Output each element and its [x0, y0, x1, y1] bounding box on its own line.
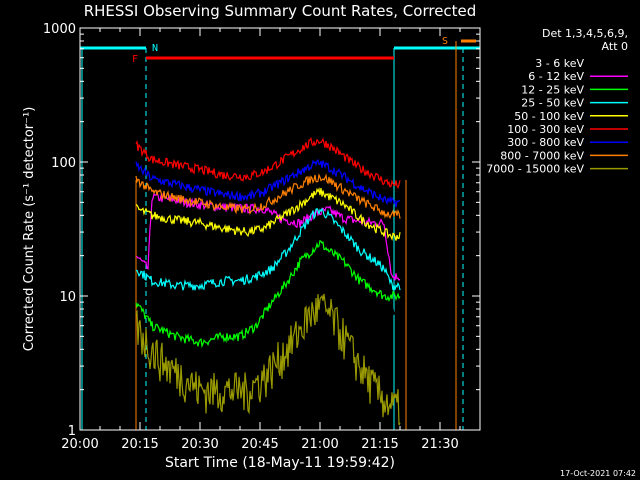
legend-label: 7000 - 15000 keV — [486, 163, 584, 176]
series-line — [135, 207, 401, 291]
x-tick-label: 20:15 — [121, 437, 158, 452]
axes: 20:00 20:15 20:30 20:45 21:00 21:15 21:30 1 10 10… — [43, 22, 481, 452]
x-tick-label: 20:30 — [181, 437, 218, 452]
legend-label: 100 - 300 keV — [507, 123, 584, 136]
legend-label: 50 - 100 keV — [514, 110, 584, 123]
x-tick-label: 21:30 — [421, 437, 458, 452]
series-line — [135, 137, 401, 189]
x-tick-label: 20:00 — [61, 437, 98, 452]
x-tick-label: 21:15 — [361, 437, 398, 452]
flare-label: F — [132, 54, 138, 65]
chart-title: RHESSI Observing Summary Count Rates, Co… — [84, 2, 477, 20]
x-axis-label: Start Time (18-May-11 19:59:42) — [165, 455, 395, 471]
x-tick-label: 21:00 — [301, 437, 338, 452]
footer-timestamp: 17-Oct-2021 07:42 — [560, 469, 636, 478]
legend-label: 300 - 800 keV — [507, 136, 584, 149]
series-layer — [135, 137, 401, 426]
legend-label: 25 - 50 keV — [521, 97, 584, 110]
legend-label: 3 - 6 keV — [535, 57, 584, 70]
y-tick-label: 10 — [59, 290, 76, 305]
legend-header-line-1: Det 1,3,4,5,6,9, — [542, 27, 628, 40]
y-tick-label: 1000 — [43, 22, 76, 37]
night-label: N — [152, 43, 158, 54]
saa-label: S — [442, 36, 448, 47]
y-tick-label: 100 — [51, 156, 76, 171]
series-line — [135, 173, 401, 220]
legend-label: 6 - 12 keV — [528, 70, 584, 83]
legend-label: 12 - 25 keV — [521, 83, 584, 96]
legend-header-line-2: Att 0 — [602, 40, 628, 53]
series-line — [135, 293, 401, 426]
legend-label: 800 - 7000 keV — [500, 149, 584, 162]
annotation-layer: N F S — [80, 36, 480, 430]
series-line — [135, 158, 401, 208]
series-line — [135, 186, 401, 241]
y-tick-label: 1 — [68, 424, 76, 439]
x-tick-label: 20:45 — [241, 437, 278, 452]
series-line — [135, 191, 401, 282]
y-axis-label: Corrected Count Rate (s⁻¹ detector⁻¹) — [22, 107, 37, 352]
series-line — [135, 239, 401, 349]
